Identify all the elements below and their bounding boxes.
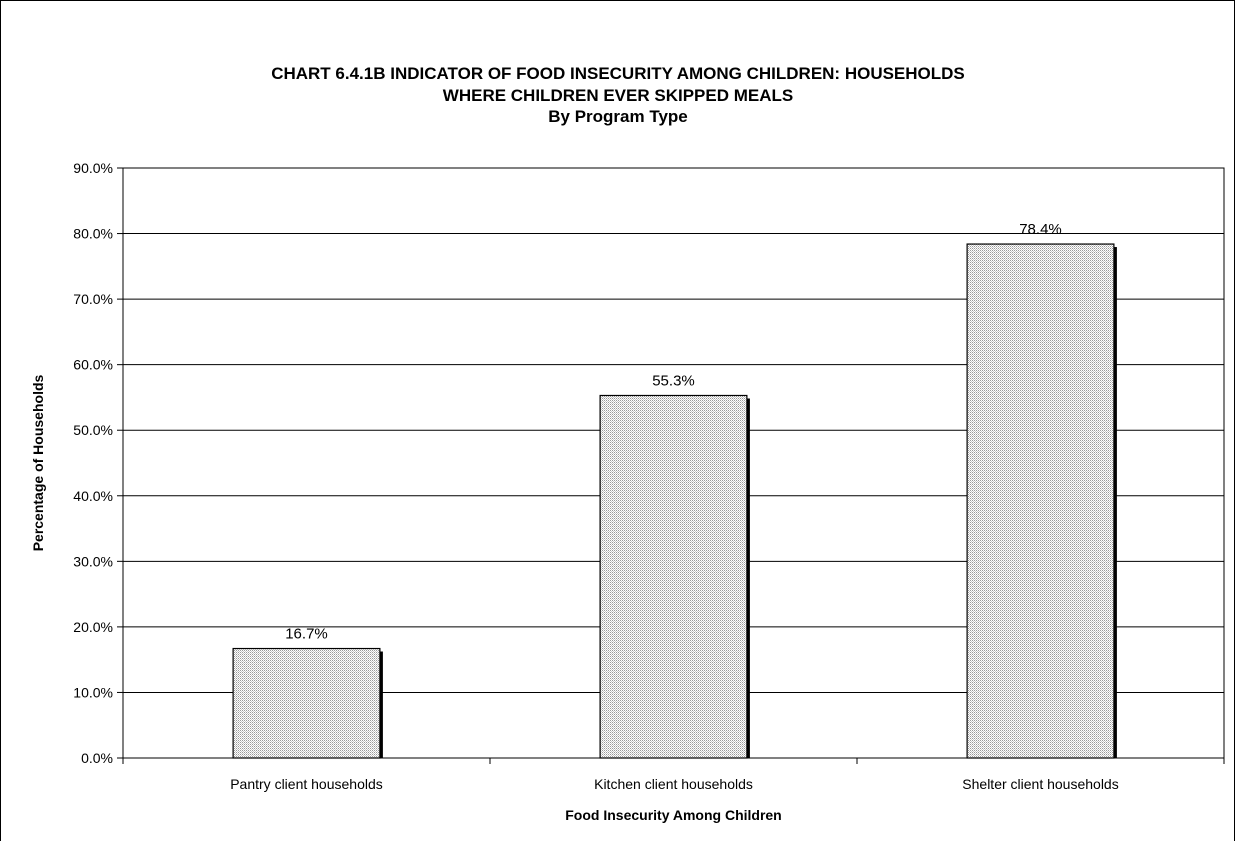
chart-title-line-2: WHERE CHILDREN EVER SKIPPED MEALS: [442, 86, 794, 105]
y-axis-label: Percentage of Households: [30, 374, 46, 551]
x-tick-label: Kitchen client households: [594, 776, 753, 792]
x-tick-label: Pantry client households: [230, 776, 383, 792]
x-tick-label: Shelter client households: [962, 776, 1118, 792]
bar: [232, 647, 381, 759]
y-tick-label: 60.0%: [73, 357, 113, 373]
data-label: 16.7%: [285, 626, 328, 643]
y-tick-label: 30.0%: [73, 553, 113, 569]
y-tick-label: 90.0%: [73, 160, 113, 176]
chart-subtitle: By Program Type: [548, 107, 688, 126]
y-tick-label: 80.0%: [73, 226, 113, 242]
data-label: 78.4%: [1019, 221, 1062, 238]
plot-area: 0.0% 10.0% 20.0% 30.0% 40.0% 50.0% 60.0% 70.0% 8…: [73, 160, 1225, 792]
y-tick-label: 50.0%: [73, 422, 113, 438]
y-tick-label: 0.0%: [81, 750, 113, 766]
chart-title-line-1: CHART 6.4.1B INDICATOR OF FOOD INSECURIT…: [271, 64, 965, 83]
y-tick-label: 10.0%: [73, 684, 113, 700]
y-tick-label: 40.0%: [73, 488, 113, 504]
y-tick-label: 20.0%: [73, 619, 113, 635]
y-tick-label: 70.0%: [73, 291, 113, 307]
bar: [966, 243, 1115, 759]
data-label: 55.3%: [652, 372, 695, 389]
bar: [599, 394, 748, 759]
x-axis-label: Food Insecurity Among Children: [565, 807, 782, 823]
